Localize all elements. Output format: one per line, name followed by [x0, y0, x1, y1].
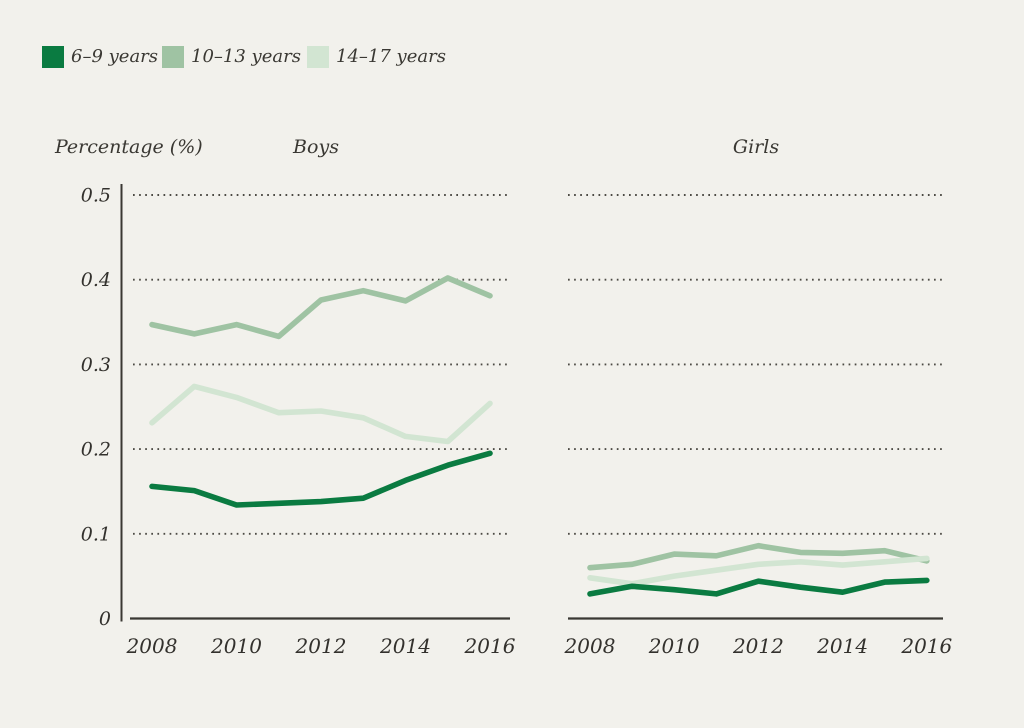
legend-label-10-13-years: 10–13 years — [191, 46, 301, 67]
y-tick-label-0.4: 0.4 — [81, 269, 111, 291]
x-tick-label-girls-2014: 2014 — [816, 634, 868, 658]
x-tick-label-girls-2016: 2016 — [900, 634, 952, 658]
line-girls-14-17-years — [587, 555, 930, 587]
x-tick-label-girls-2010: 2010 — [648, 634, 700, 658]
y-tick-label-0.2: 0.2 — [81, 439, 111, 461]
y-tick-label-0.1: 0.1 — [81, 523, 111, 545]
y-tick-label-0: 0 — [99, 608, 111, 630]
x-tick-label-boys-2016: 2016 — [464, 634, 516, 658]
legend-item-14-17-years: 14–17 years — [307, 46, 446, 68]
legend-item-6-9-years: 6–9 years — [42, 46, 158, 68]
x-tick-label-girls-2012: 2012 — [732, 634, 784, 658]
y-tick-label-0.3: 0.3 — [81, 354, 111, 376]
x-tick-label-girls-2008: 2008 — [564, 634, 616, 658]
panel-title-boys: Boys — [293, 136, 339, 158]
y-axis-label: Percentage (%) — [55, 136, 203, 158]
legend-label-14-17-years: 14–17 years — [336, 46, 446, 67]
legend-item-10-13-years: 10–13 years — [162, 46, 301, 68]
chart-legend: 6–9 years 10–13 years 14–17 years — [0, 0, 1024, 80]
line-girls-10-13-years — [587, 542, 930, 571]
y-tick-label-0.5: 0.5 — [81, 185, 111, 207]
line-girls-6-9-years — [587, 577, 930, 597]
panel-title-girls: Girls — [732, 136, 780, 158]
legend-label-6-9-years: 6–9 years — [71, 46, 159, 67]
x-tick-label-boys-2014: 2014 — [379, 634, 431, 658]
line-boys-10-13-years — [149, 275, 493, 340]
line-boys-14-17-years — [149, 383, 493, 445]
legend-swatch-6-9-years — [42, 46, 64, 68]
line-boys-6-9-years — [149, 450, 493, 508]
x-tick-label-boys-2008: 2008 — [126, 634, 178, 658]
x-tick-label-boys-2010: 2010 — [210, 634, 262, 658]
x-tick-label-boys-2012: 2012 — [295, 634, 347, 658]
legend-swatch-10-13-years — [162, 46, 184, 68]
legend-swatch-14-17-years — [307, 46, 329, 68]
